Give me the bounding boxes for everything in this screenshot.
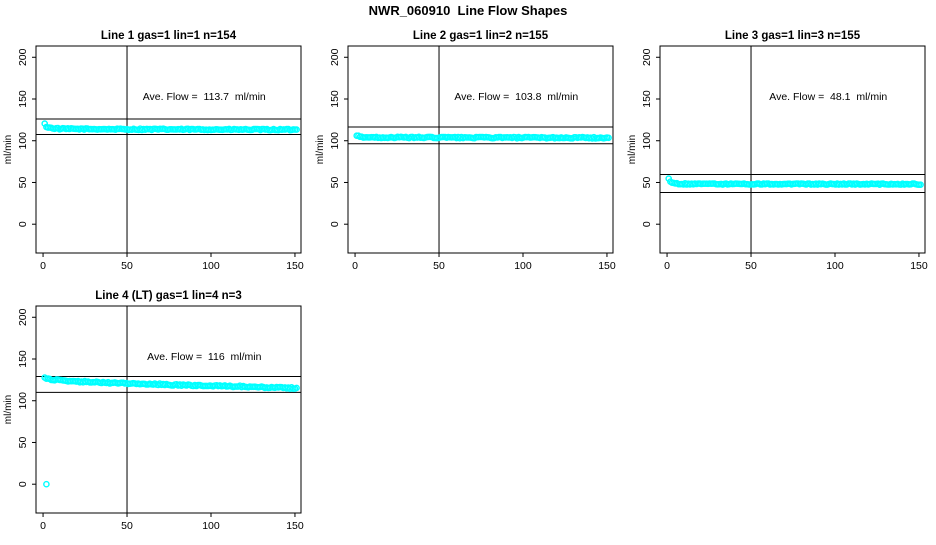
x-tick-label: 100 bbox=[514, 260, 532, 272]
flow-point bbox=[293, 384, 300, 392]
flow-point bbox=[41, 120, 49, 127]
ave-flow-annotation: Ave. Flow = 113.7 ml/min bbox=[143, 91, 266, 103]
y-tick-label: 200 bbox=[329, 48, 341, 66]
x-tick-label: 0 bbox=[40, 520, 46, 532]
panel-line-4: Line 4 (LT) gas=1 lin=4 n=3 0 50 100 150 0 50 1… bbox=[3, 290, 304, 532]
panel-title: Line 3 gas=1 lin=3 n=155 bbox=[725, 30, 861, 42]
y-tick-label: 100 bbox=[17, 392, 29, 410]
y-tick-label: 50 bbox=[641, 176, 653, 188]
x-tick-label: 0 bbox=[664, 260, 670, 272]
data-points bbox=[41, 120, 300, 134]
x-tick-label: 100 bbox=[202, 260, 220, 272]
ave-flow-annotation: Ave. Flow = 48.1 ml/min bbox=[769, 91, 887, 103]
x-tick-label: 50 bbox=[745, 260, 757, 272]
x-tick-label: 150 bbox=[598, 260, 616, 272]
y-tick-label: 50 bbox=[329, 176, 341, 188]
x-tick-label: 50 bbox=[121, 520, 133, 532]
x-tick-label: 100 bbox=[826, 260, 844, 272]
ave-flow-annotation: Ave. Flow = 116 ml/min bbox=[147, 351, 261, 363]
panel-title: Line 1 gas=1 lin=1 n=154 bbox=[101, 30, 237, 42]
data-points bbox=[41, 374, 300, 488]
plot-frame bbox=[35, 305, 302, 514]
data-points bbox=[353, 132, 612, 142]
panel-title: Line 2 gas=1 lin=2 n=155 bbox=[413, 30, 549, 42]
y-tick-label: 200 bbox=[17, 48, 29, 66]
y-tick-label: 100 bbox=[641, 132, 653, 150]
y-tick-label: 0 bbox=[329, 221, 341, 227]
y-axis-label: ml/min bbox=[627, 135, 638, 164]
y-tick-label: 50 bbox=[17, 176, 29, 188]
panel-line-3: Line 3 gas=1 lin=3 n=155 0 50 100 150 0 50 100 1… bbox=[627, 30, 928, 272]
y-tick-label: 0 bbox=[17, 221, 29, 227]
x-tick-label: 50 bbox=[121, 260, 133, 272]
data-points bbox=[665, 175, 924, 188]
x-tick-label: 0 bbox=[40, 260, 46, 272]
y-tick-label: 150 bbox=[17, 90, 29, 108]
x-tick-label: 150 bbox=[286, 260, 304, 272]
y-tick-label: 100 bbox=[329, 132, 341, 150]
panel-line-2: Line 2 gas=1 lin=2 n=155 0 50 100 150 0 50 100 1… bbox=[315, 30, 616, 272]
flow-point bbox=[917, 181, 924, 188]
y-tick-label: 150 bbox=[17, 350, 29, 368]
y-axis-label: ml/min bbox=[3, 395, 14, 424]
plot-frame bbox=[35, 45, 302, 254]
flow-point bbox=[293, 126, 300, 133]
y-tick-label: 100 bbox=[17, 132, 29, 150]
y-tick-label: 200 bbox=[641, 48, 653, 66]
panels-group: Line 1 gas=1 lin=1 n=154 0 50 100 150 0 50 100 1… bbox=[3, 30, 928, 532]
x-tick-label: 50 bbox=[433, 260, 445, 272]
plot-frame bbox=[347, 45, 614, 254]
y-tick-label: 150 bbox=[641, 90, 653, 108]
y-tick-label: 200 bbox=[17, 308, 29, 326]
y-axis-label: ml/min bbox=[315, 135, 326, 164]
figure-title: NWR_060910 Line Flow Shapes bbox=[369, 3, 568, 18]
y-axis-label: ml/min bbox=[3, 135, 14, 164]
flow-point bbox=[605, 134, 612, 142]
panel-line-1: Line 1 gas=1 lin=1 n=154 0 50 100 150 0 50 100 1… bbox=[3, 30, 304, 272]
y-tick-label: 150 bbox=[329, 90, 341, 108]
ave-flow-annotation: Ave. Flow = 103.8 ml/min bbox=[454, 91, 578, 103]
x-tick-label: 150 bbox=[286, 520, 304, 532]
plot-frame bbox=[659, 45, 926, 254]
y-tick-label: 50 bbox=[17, 436, 29, 448]
y-tick-label: 0 bbox=[17, 481, 29, 487]
x-tick-label: 150 bbox=[910, 260, 928, 272]
outlier-point bbox=[43, 480, 50, 488]
y-tick-label: 0 bbox=[641, 221, 653, 227]
panel-title: Line 4 (LT) gas=1 lin=4 n=3 bbox=[95, 290, 241, 302]
x-tick-label: 100 bbox=[202, 520, 220, 532]
x-tick-label: 0 bbox=[352, 260, 358, 272]
